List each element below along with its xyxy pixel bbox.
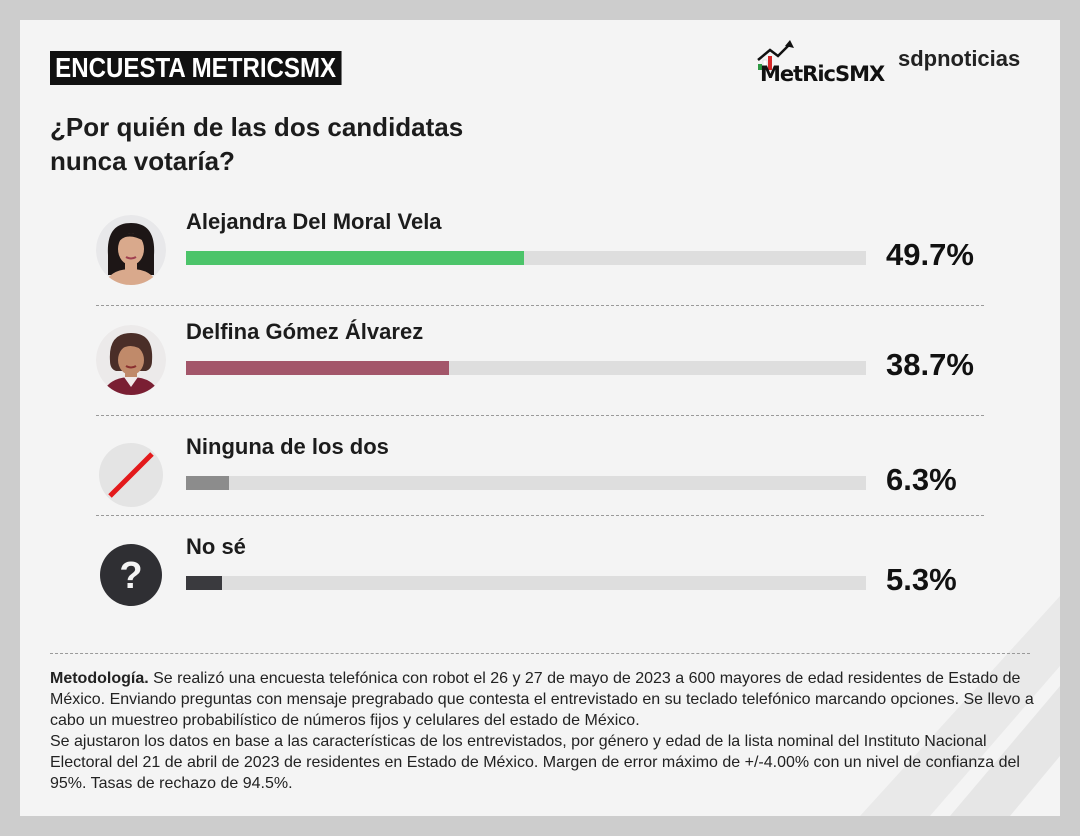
percentage-label: 6.3% — [886, 462, 957, 497]
result-row-4: ? No sé 5.3% — [96, 534, 1008, 640]
metricsmx-logo: MetRicSMX — [756, 40, 886, 96]
question-line-1: ¿Por quién de las dos candidatas — [50, 112, 464, 142]
percentage-label: 49.7% — [886, 237, 974, 272]
bar-track — [186, 476, 866, 490]
trend-arrow-icon — [757, 40, 794, 70]
methodology-paragraph-2: Se ajustaron los datos en base a las car… — [50, 733, 1020, 792]
methodology-label: Metodología. — [50, 670, 149, 687]
row-divider — [96, 515, 984, 516]
no-sign-icon — [96, 440, 166, 510]
avatar-delfina — [96, 325, 166, 395]
percentage-label: 5.3% — [886, 562, 957, 597]
bar-fill — [186, 361, 450, 375]
option-name: Ninguna de los dos — [186, 434, 389, 459]
avatar-alejandra — [96, 215, 166, 285]
methodology-paragraph-1: Metodología. Se realizó una encuesta tel… — [50, 668, 1040, 731]
svg-text:?: ? — [119, 555, 142, 597]
bar-fill — [186, 476, 229, 490]
poll-card: ENCUESTA METRICSMX MetRicSMX sdpnoticias… — [20, 20, 1060, 816]
bar-track — [186, 576, 866, 590]
option-name: No sé — [186, 534, 246, 559]
bar-fill — [186, 251, 524, 265]
survey-badge: ENCUESTA METRICSMX — [50, 51, 342, 85]
percentage-label: 38.7% — [886, 347, 974, 382]
metricsmx-logo-text: MetRicSMX — [760, 62, 885, 86]
candidate-name: Delfina Gómez Álvarez — [186, 319, 424, 344]
result-row-3: Ninguna de los dos 6.3% — [96, 434, 1008, 540]
survey-question: ¿Por quién de las dos candidatas nunca v… — [50, 110, 570, 178]
methodology-note: Metodología. Se realizó una encuesta tel… — [50, 668, 1040, 794]
candidate-name: Alejandra Del Moral Vela — [186, 209, 442, 234]
sdpnoticias-logo: sdpnoticias — [898, 46, 1021, 71]
bar-track — [186, 361, 866, 375]
methodology-text: Se realizó una encuesta telefónica con r… — [50, 670, 1034, 729]
result-row-2: Delfina Gómez Álvarez 38.7% — [96, 319, 1008, 425]
methodology-divider — [50, 653, 1030, 654]
row-divider — [96, 415, 984, 416]
question-line-2: nunca votaría? — [50, 146, 235, 176]
result-row-1: Alejandra Del Moral Vela 49.7% — [96, 209, 1008, 315]
row-divider — [96, 305, 984, 306]
question-icon: ? — [96, 540, 166, 610]
bar-track — [186, 251, 866, 265]
bar-fill — [186, 576, 223, 590]
